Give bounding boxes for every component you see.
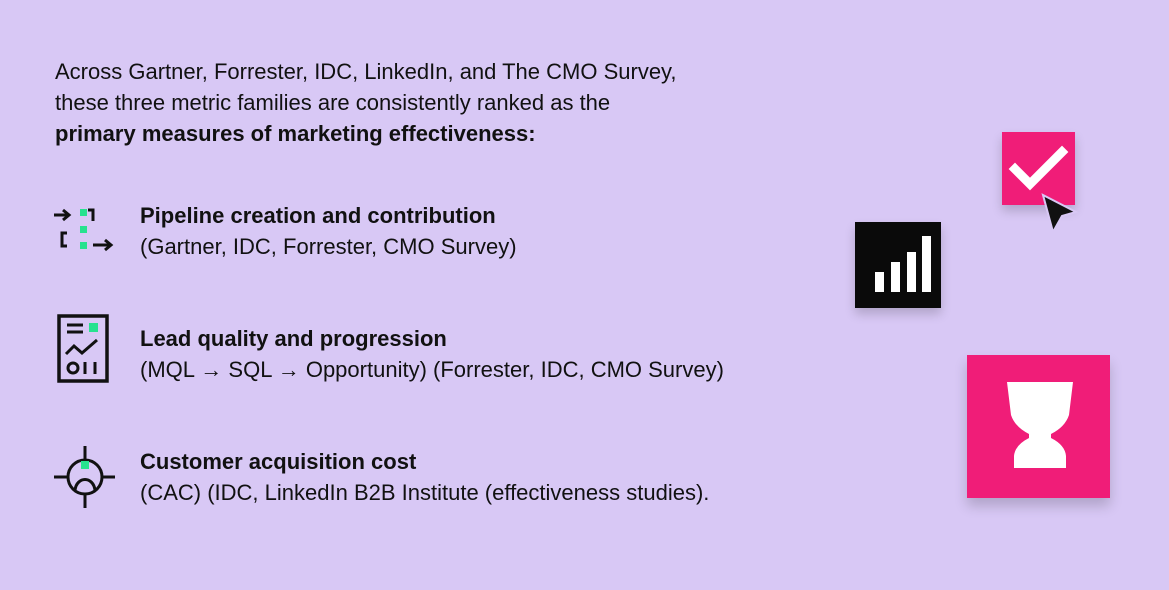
pipeline-flow-icon: [54, 208, 114, 252]
metric-lead-quality: Lead quality and progression (MQL → SQL …: [53, 314, 873, 393]
cursor-arrow-icon: [1041, 193, 1079, 235]
bar-chart-icon: [875, 236, 931, 292]
metric-title: Pipeline creation and contribution: [140, 203, 496, 228]
hourglass-tile: [967, 355, 1110, 498]
metric-title: Customer acquisition cost: [140, 449, 417, 474]
bar-chart-tile: [855, 222, 941, 308]
metric-title: Lead quality and progression: [140, 326, 447, 351]
metric-pipeline: Pipeline creation and contribution (Gart…: [53, 200, 873, 270]
target-crosshair-icon: [54, 446, 115, 508]
report-chart-icon: [57, 314, 109, 383]
checkmark-tile: [1002, 132, 1075, 205]
hourglass-icon: [1007, 382, 1073, 468]
metric-sources: (CAC) (IDC, LinkedIn B2B Institute (effe…: [140, 480, 710, 505]
metric-cac: Customer acquisition cost (CAC) (IDC, Li…: [53, 446, 873, 516]
intro-line-1: Across Gartner, Forrester, IDC, LinkedIn…: [55, 59, 677, 84]
intro-line-3: primary measures of marketing effectiven…: [55, 121, 536, 146]
metric-sources: (MQL → SQL → Opportunity) (Forrester, ID…: [140, 357, 724, 382]
metric-sources: (Gartner, IDC, Forrester, CMO Survey): [140, 234, 517, 259]
intro-text: Across Gartner, Forrester, IDC, LinkedIn…: [55, 56, 835, 149]
checkmark-icon: [1008, 145, 1069, 191]
intro-line-2: these three metric families are consiste…: [55, 90, 611, 115]
